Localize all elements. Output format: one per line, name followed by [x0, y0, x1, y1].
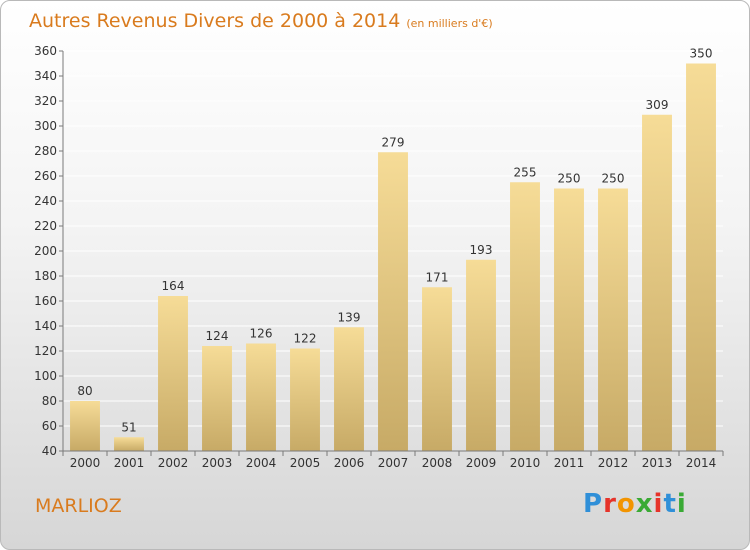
data-label: 255 [514, 165, 537, 179]
y-tick-label: 320 [34, 94, 57, 108]
y-tick-label: 200 [34, 244, 57, 258]
data-label: 164 [162, 279, 185, 293]
x-tick-label: 2005 [290, 456, 321, 470]
bar-2006 [334, 327, 364, 451]
y-tick-label: 180 [34, 269, 57, 283]
x-tick-label: 2010 [510, 456, 541, 470]
bar-2001 [114, 437, 144, 451]
logo-letter: i [676, 489, 687, 519]
town-name: MARLIOZ [35, 495, 122, 517]
y-tick-label: 300 [34, 119, 57, 133]
data-label: 309 [646, 98, 669, 112]
x-tick-label: 2001 [114, 456, 145, 470]
bar-2003 [202, 346, 232, 451]
bar-2008 [422, 287, 452, 451]
x-tick-label: 2013 [642, 456, 673, 470]
x-tick-label: 2009 [466, 456, 497, 470]
y-tick-label: 60 [42, 419, 57, 433]
data-label: 171 [426, 270, 449, 284]
bar-2005 [290, 348, 320, 451]
bar-2014 [686, 63, 716, 451]
y-tick-label: 80 [42, 394, 57, 408]
data-label: 124 [206, 329, 229, 343]
y-tick-label: 140 [34, 319, 57, 333]
logo-letter: r [603, 489, 617, 519]
data-label: 122 [294, 332, 317, 346]
data-label: 80 [77, 384, 92, 398]
bar-2007 [378, 152, 408, 451]
bar-2009 [466, 259, 496, 451]
bar-2013 [642, 114, 672, 451]
logo-letter: t [663, 489, 677, 519]
y-tick-label: 40 [42, 444, 57, 458]
x-tick-label: 2002 [158, 456, 189, 470]
y-tick-label: 240 [34, 194, 57, 208]
y-tick-label: 120 [34, 344, 57, 358]
chart-subtitle: (en milliers d'€) [406, 17, 493, 30]
y-tick-label: 260 [34, 169, 57, 183]
x-tick-label: 2008 [422, 456, 453, 470]
bar-2010 [510, 182, 540, 451]
data-label: 279 [382, 135, 405, 149]
data-label: 139 [338, 310, 361, 324]
y-tick-label: 280 [34, 144, 57, 158]
axes: 40 60 80 100 120 140 160 180 200 220 240 260 280 300 3… [34, 44, 724, 458]
bar-2011 [554, 188, 584, 451]
x-tick-label: 2003 [202, 456, 233, 470]
bar-2000 [70, 401, 100, 451]
logo-letter: i [653, 489, 664, 519]
data-label: 250 [602, 172, 625, 186]
bar-2012 [598, 188, 628, 451]
x-tick-label: 2000 [70, 456, 101, 470]
y-tick-label: 160 [34, 294, 57, 308]
data-label: 250 [558, 172, 581, 186]
data-label: 193 [470, 243, 493, 257]
x-tick-label: 2012 [598, 456, 629, 470]
x-tick-label: 2011 [554, 456, 585, 470]
data-label: 350 [690, 47, 713, 61]
x-tick-label: 2014 [686, 456, 717, 470]
y-tick-label: 100 [34, 369, 57, 383]
x-tick-label: 2006 [334, 456, 365, 470]
x-tick-label: 2007 [378, 456, 409, 470]
bar-2002 [158, 296, 188, 451]
y-tick-label: 360 [34, 44, 57, 58]
y-tick-label: 220 [34, 219, 57, 233]
x-tick-label: 2004 [246, 456, 277, 470]
data-label: 51 [121, 420, 136, 434]
title-text: Autres Revenus Divers de 2000 à 2014 [29, 10, 401, 32]
data-label: 126 [250, 327, 273, 341]
y-tick-label: 340 [34, 69, 57, 83]
logo-letter: o [616, 489, 636, 519]
logo-letter: x [635, 489, 654, 519]
bars [70, 63, 716, 451]
proxiti-logo: Proxiti [583, 489, 687, 519]
logo-text: Proxiti [583, 489, 687, 519]
labels: 2000 80 2001 51 2002 164 2003 124 2004 126 2005 122… [70, 47, 717, 471]
logo-letter: P [583, 489, 604, 519]
chart-title: Autres Revenus Divers de 2000 à 2014 (en … [29, 10, 493, 32]
bar-2004 [246, 343, 276, 451]
